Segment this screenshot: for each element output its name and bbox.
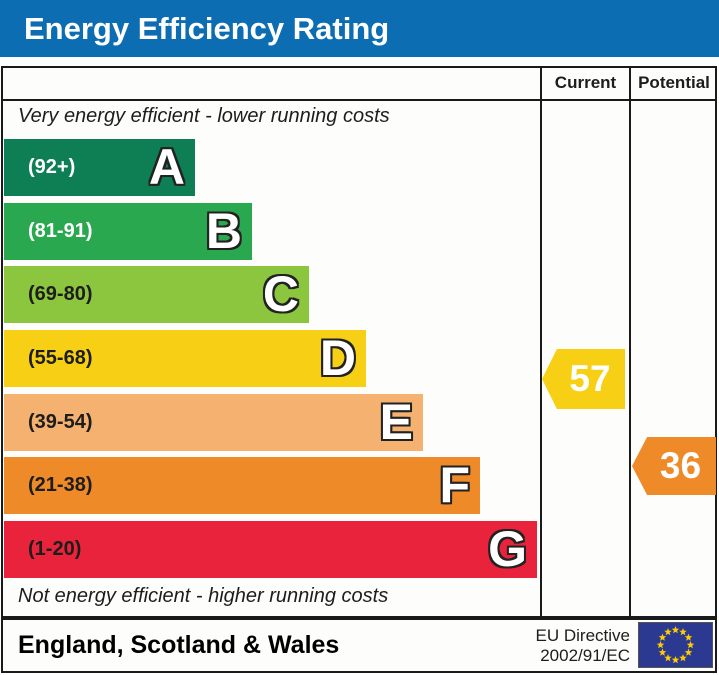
band-row-b: (81-91) B: [4, 203, 252, 260]
band-grade-b: B: [205, 203, 242, 259]
band-row-a: (92+) A: [4, 139, 195, 196]
band-grade-a: A: [148, 139, 185, 195]
band-row-g: (1-20) G: [4, 521, 537, 578]
band-grade-d: D: [319, 330, 356, 386]
band-row-f: (21-38) F: [4, 457, 480, 514]
current-rating-value: 57: [569, 358, 611, 399]
current-rating-tag: 57: [542, 349, 625, 409]
band-grade-c: C: [262, 266, 299, 322]
band-grade-f: F: [439, 457, 470, 513]
band-grade-g: G: [488, 521, 527, 577]
potential-rating-value: 36: [659, 445, 702, 486]
band-grade-e: E: [379, 394, 413, 450]
footer-frame: [1, 618, 717, 673]
band-range-g: (1-20): [28, 538, 82, 560]
band-row-d: (55-68) D: [4, 330, 366, 387]
eu-directive-label: EU Directive 2002/91/EC: [518, 626, 630, 666]
potential-rating-tag: 36: [632, 437, 716, 495]
band-range-b: (81-91): [28, 220, 93, 242]
bottom-note: Not energy efficient - higher running co…: [18, 585, 389, 607]
title-bar: Energy Efficiency Rating: [0, 0, 719, 57]
band-range-f: (21-38): [28, 474, 93, 496]
band-range-c: (69-80): [28, 283, 93, 305]
band-range-a: (92+): [28, 156, 76, 178]
column-header-current: Current: [554, 73, 617, 92]
band-range-d: (55-68): [28, 347, 93, 369]
column-divider-current: [540, 66, 542, 618]
eu-directive-line2: 2002/91/EC: [540, 646, 630, 665]
footer-region-label: England, Scotland & Wales: [18, 631, 340, 659]
top-note: Very energy efficient - lower running co…: [18, 105, 390, 127]
band-row-e: (39-54) E: [4, 394, 423, 451]
column-header-potential: Potential: [638, 73, 710, 92]
eu-flag-icon: [638, 622, 713, 668]
eu-directive-line1: EU Directive: [535, 626, 630, 645]
star-circle: [656, 626, 695, 664]
column-divider-potential: [629, 66, 631, 618]
header-divider: [1, 99, 717, 101]
eu-flag-stars: [656, 626, 695, 664]
page-title: Energy Efficiency Rating: [24, 10, 390, 46]
band-range-e: (39-54): [28, 411, 93, 433]
band-row-c: (69-80) C: [4, 266, 309, 323]
